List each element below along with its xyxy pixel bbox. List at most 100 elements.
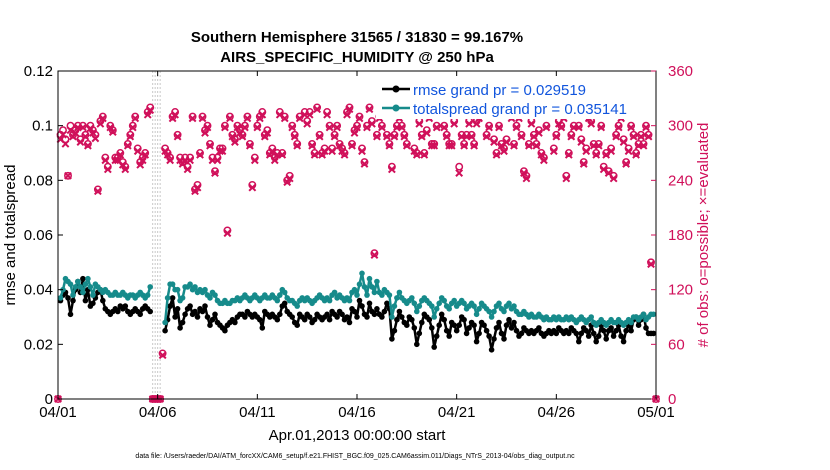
obs-evaluated-marker (537, 150, 546, 159)
data-point (371, 289, 378, 296)
data-point (339, 311, 345, 318)
data-point (379, 292, 385, 298)
data-point (354, 314, 360, 320)
data-point (80, 275, 86, 282)
x-tick-label: 04/26 (538, 404, 576, 421)
obs-evaluated-marker (213, 156, 222, 165)
series-0 (57, 275, 657, 353)
legend-marker-rmse (392, 85, 400, 93)
obs-evaluated-marker (562, 174, 571, 183)
obs-evaluated-marker (412, 150, 421, 159)
obs-evaluated-marker (96, 119, 105, 128)
data-point (122, 303, 129, 309)
obs-evaluated-marker (133, 147, 142, 156)
data-point (222, 327, 228, 334)
data-point (389, 314, 395, 320)
obs-evaluated-marker (81, 132, 90, 141)
data-point (187, 303, 193, 309)
obs-evaluated-marker (198, 114, 207, 123)
data-point (466, 325, 472, 331)
obs-evaluated-marker (186, 156, 194, 165)
obs-evaluated-marker (440, 123, 449, 132)
obs-evaluated-marker (539, 156, 548, 165)
series-2 (54, 94, 660, 403)
data-point (461, 300, 467, 307)
obs-evaluated-marker (158, 351, 167, 360)
data-point (595, 333, 602, 339)
obs-evaluated-marker (345, 105, 354, 114)
obs-evaluated-marker (248, 183, 257, 192)
obs-evaluated-marker (582, 147, 591, 156)
chart-title-line1: Southern Hemisphere 31565 / 31830 = 99.1… (191, 29, 523, 46)
obs-evaluated-marker (542, 123, 551, 132)
y-tick-label-right: 360 (668, 63, 693, 80)
y-tick-label-right: 180 (668, 227, 693, 244)
obs-evaluated-marker (607, 147, 616, 156)
data-point (471, 303, 477, 309)
chart-title-line2: AIRS_SPECIFIC_HUMIDITY @ 250 hPa (220, 49, 494, 66)
data-point (167, 303, 173, 309)
obs-evaluated-marker (485, 123, 493, 132)
data-point (294, 303, 301, 309)
obs-evaluated-marker (108, 128, 117, 136)
obs-evaluated-marker (510, 141, 518, 150)
data-point (359, 270, 365, 277)
obs-evaluated-marker (285, 174, 294, 183)
data-point (346, 319, 353, 326)
data-point (162, 327, 168, 334)
obs-evaluated-marker (253, 123, 262, 132)
obs-evaluated-marker (579, 160, 588, 168)
data-point (82, 297, 89, 304)
data-point (576, 338, 582, 345)
data-point (364, 314, 370, 320)
obs-evaluated-marker (258, 110, 267, 119)
obs-evaluated-marker (203, 123, 212, 132)
series-3 (54, 96, 660, 403)
obs-evaluated-marker (442, 132, 451, 141)
data-point (650, 330, 657, 337)
legend-label-totalspread: totalspread grand pr = 0.035141 (413, 101, 627, 118)
data-point (511, 303, 517, 309)
y-tick-label-left: 0.04 (24, 282, 53, 299)
data-point (506, 300, 512, 307)
data-point (374, 306, 380, 312)
data-point (374, 278, 380, 285)
data-point (371, 311, 378, 318)
data-point (498, 330, 505, 337)
obs-evaluated-marker (492, 150, 501, 159)
y-tick-label-left: 0.1 (32, 118, 53, 135)
obs-evaluated-marker (597, 123, 606, 132)
data-point (179, 319, 186, 326)
obs-evaluated-marker (250, 156, 259, 165)
obs-evaluated-marker (430, 141, 439, 150)
data-point (481, 322, 487, 329)
obs-evaluated-marker (358, 147, 366, 156)
obs-evaluated-marker (313, 105, 322, 114)
data-point (207, 295, 213, 301)
obs-evaluated-marker (365, 105, 374, 114)
data-point (162, 319, 168, 326)
obs-evaluated-marker (61, 139, 70, 148)
obs-evaluated-marker (629, 132, 638, 141)
obs-evaluated-marker (564, 150, 573, 159)
obs-evaluated-marker (382, 132, 391, 141)
obs-evaluated-marker (574, 123, 583, 132)
data-point (369, 284, 375, 290)
obs-evaluated-marker (577, 138, 586, 146)
data-point (381, 308, 388, 315)
data-point (493, 325, 500, 331)
data-point (486, 308, 492, 315)
obs-evaluated-marker (587, 119, 596, 128)
data-point (204, 314, 211, 320)
obs-evaluated-marker (131, 114, 140, 123)
data-point (277, 311, 283, 318)
obs-evaluated-marker (447, 141, 456, 150)
obs-evaluated-marker (270, 156, 279, 165)
data-point (100, 297, 106, 304)
data-point (207, 322, 213, 329)
obs-evaluated-marker (121, 165, 130, 174)
obs-evaluated-marker (534, 129, 543, 137)
data-point (169, 295, 176, 301)
obs-evaluated-marker (310, 150, 319, 159)
data-point (326, 316, 333, 323)
